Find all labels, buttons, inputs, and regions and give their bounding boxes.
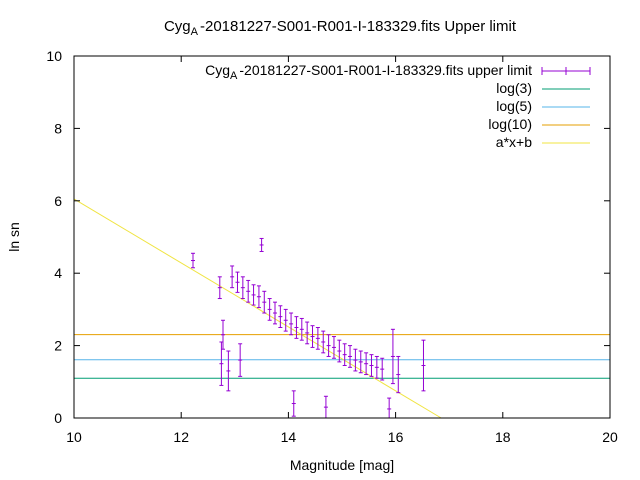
legend: CygA -20181227-S001-R001-I-183329.fits up… [205,62,591,150]
data-point [278,305,283,328]
legend-entry-log10: log(10) [488,116,590,132]
series-layer [73,198,610,419]
data-point [230,265,235,289]
y-tick-label: 2 [54,338,62,354]
x-tick-label: 16 [388,429,404,445]
data-point [387,397,392,419]
data-point [235,271,240,293]
x-tick-label: 18 [495,429,511,445]
legend-entry-log3: log(3) [496,80,590,96]
data-point [273,301,277,325]
x-tick-label: 20 [602,429,618,445]
data-point [358,350,363,374]
data-point [421,339,426,392]
y-tick-label: 6 [54,193,62,209]
data-point [238,343,243,377]
data-point [321,330,326,354]
data-point [217,276,222,300]
legend-label-data: CygA -20181227-S001-R001-I-183329.fits up… [205,62,532,82]
data-point [283,308,288,332]
data-point [226,350,231,392]
data-point [262,290,267,314]
series-points-data [190,237,426,419]
data-point [342,343,347,367]
data-point [294,316,299,339]
data-point [221,319,226,350]
legend-label-log10: log(10) [488,116,532,132]
legend-sample-data [541,67,591,75]
axis-ticks: 10 12 14 16 18 20 0 2 4 6 8 10 [46,48,618,445]
y-tick-label: 4 [54,265,62,281]
y-axis-label: ln sn [6,222,22,252]
legend-entry-log5: log(5) [496,98,590,114]
data-point [374,355,379,379]
data-point [259,237,264,252]
chart-title: CygA -20181227-S001-R001-I-183329.fits Up… [164,18,517,38]
data-point [190,252,195,269]
data-point [396,355,401,394]
data-point [240,276,245,300]
y-tick-label: 8 [54,120,62,136]
data-point [353,348,358,372]
data-point [348,345,353,368]
legend-entry-fit: a*x+b [496,134,590,150]
data-point [315,327,320,350]
data-point [299,317,304,341]
legend-label-log3: log(3) [496,80,532,96]
data-point [369,354,374,377]
data-point [291,390,296,417]
data-point [390,328,395,385]
legend-label-log5: log(5) [496,98,532,114]
data-point [364,352,369,376]
data-point [380,357,385,381]
data-point [323,395,328,419]
data-point [310,325,315,348]
data-point [246,279,251,303]
data-point [305,321,310,345]
data-point [256,285,261,309]
data-point [337,339,342,363]
data-point [251,284,256,306]
series-line-fit [73,198,442,419]
data-point [331,336,336,359]
plot-frame [73,55,611,419]
x-tick-label: 12 [173,429,189,445]
x-tick-label: 10 [66,429,82,445]
y-tick-label: 0 [54,410,62,426]
data-point [267,298,272,321]
plot-area: 10 12 14 16 18 20 0 2 4 6 8 10 [46,48,618,445]
legend-label-fit: a*x+b [496,134,532,150]
x-tick-label: 14 [281,429,297,445]
legend-entry-data: CygA -20181227-S001-R001-I-183329.fits up… [205,62,591,82]
x-axis-label: Magnitude [mag] [290,457,394,473]
y-tick-label: 10 [46,48,62,64]
data-point [326,334,331,357]
data-point [289,312,294,336]
